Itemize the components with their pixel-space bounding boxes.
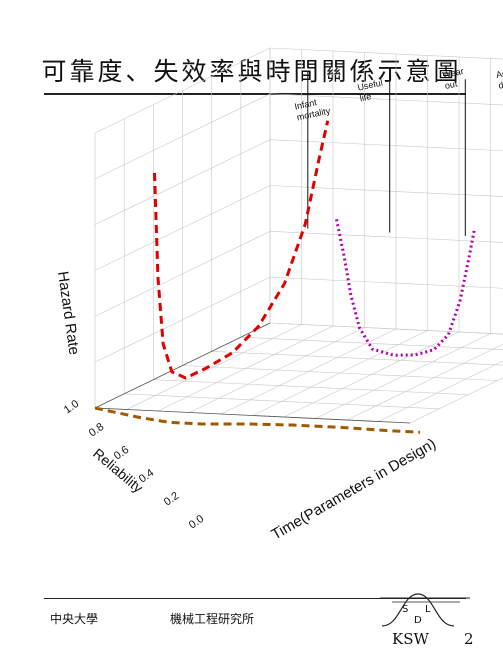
region-label: Adaptationdominated: [495, 61, 503, 90]
grid-line: [269, 47, 503, 60]
reliability-tick-label: 0.2: [162, 490, 181, 509]
grid-line: [157, 325, 334, 412]
grid-line: [269, 322, 503, 335]
logo-letter-d: D: [414, 615, 422, 626]
logo-letter-l: L: [425, 604, 431, 615]
grid-line: [269, 322, 503, 335]
region-labels: Infantmortality Usefullife Wearout Adaptati…: [294, 61, 503, 123]
axis-edge: [94, 322, 271, 409]
page-number: 2: [464, 630, 474, 648]
grid-line: [346, 343, 503, 421]
region-label: Infantmortality: [294, 95, 332, 123]
region-label: Wearout: [442, 66, 467, 91]
logo-letter-s: S: [402, 604, 408, 615]
region-label: Usefullife: [357, 78, 386, 104]
grid-line: [211, 351, 503, 366]
time-axis-label: Time(Parameters in Design): [269, 435, 439, 543]
grid-line: [269, 139, 503, 152]
hazard-axis-label: Hazard Rate: [54, 270, 83, 356]
sld-logo: S L D: [380, 593, 470, 627]
grid-line: [94, 276, 271, 363]
grid-line: [252, 330, 428, 416]
chart-grid: [94, 47, 503, 424]
grid-line: [94, 93, 271, 180]
series-reliability: [94, 406, 421, 434]
reliability-tick-label: 1.0: [62, 398, 81, 417]
title-rule: [44, 93, 466, 95]
chart-series: [94, 120, 476, 434]
grid-line: [94, 139, 271, 225]
grid-line: [269, 276, 503, 289]
slide-title: 可靠度、失效率與時間關係示意圖: [41, 57, 462, 86]
grid-line: [94, 231, 271, 317]
reliability-tick-label: 0.8: [87, 421, 106, 440]
grid-line: [283, 331, 460, 418]
series-hazard-bathtub: [153, 120, 330, 380]
grid-line: [269, 93, 503, 106]
footer-rule: [44, 598, 466, 599]
grid-line: [126, 324, 302, 410]
grid-line: [269, 231, 503, 243]
reliability-ticks: 0.00.20.40.60.81.0: [62, 398, 206, 532]
footer-institute: 機械工程研究所: [170, 612, 255, 626]
chart-3d: Infantmortality Usefullife Wearout Adaptati…: [54, 47, 503, 543]
grid-line: [94, 185, 271, 271]
grid-line: [220, 328, 397, 415]
series-hazard-adaptation: [335, 219, 476, 357]
grid-line: [269, 185, 503, 197]
grid-line: [94, 47, 271, 134]
footer-university: 中央大學: [50, 612, 99, 626]
reliability-tick-label: 0.0: [187, 513, 206, 532]
axis-edge: [94, 407, 411, 424]
grid-line: [315, 333, 491, 419]
footer-initials: KSW: [392, 630, 429, 648]
grid-line: [189, 327, 365, 413]
grid-line: [409, 377, 503, 424]
grid-line: [378, 360, 503, 422]
